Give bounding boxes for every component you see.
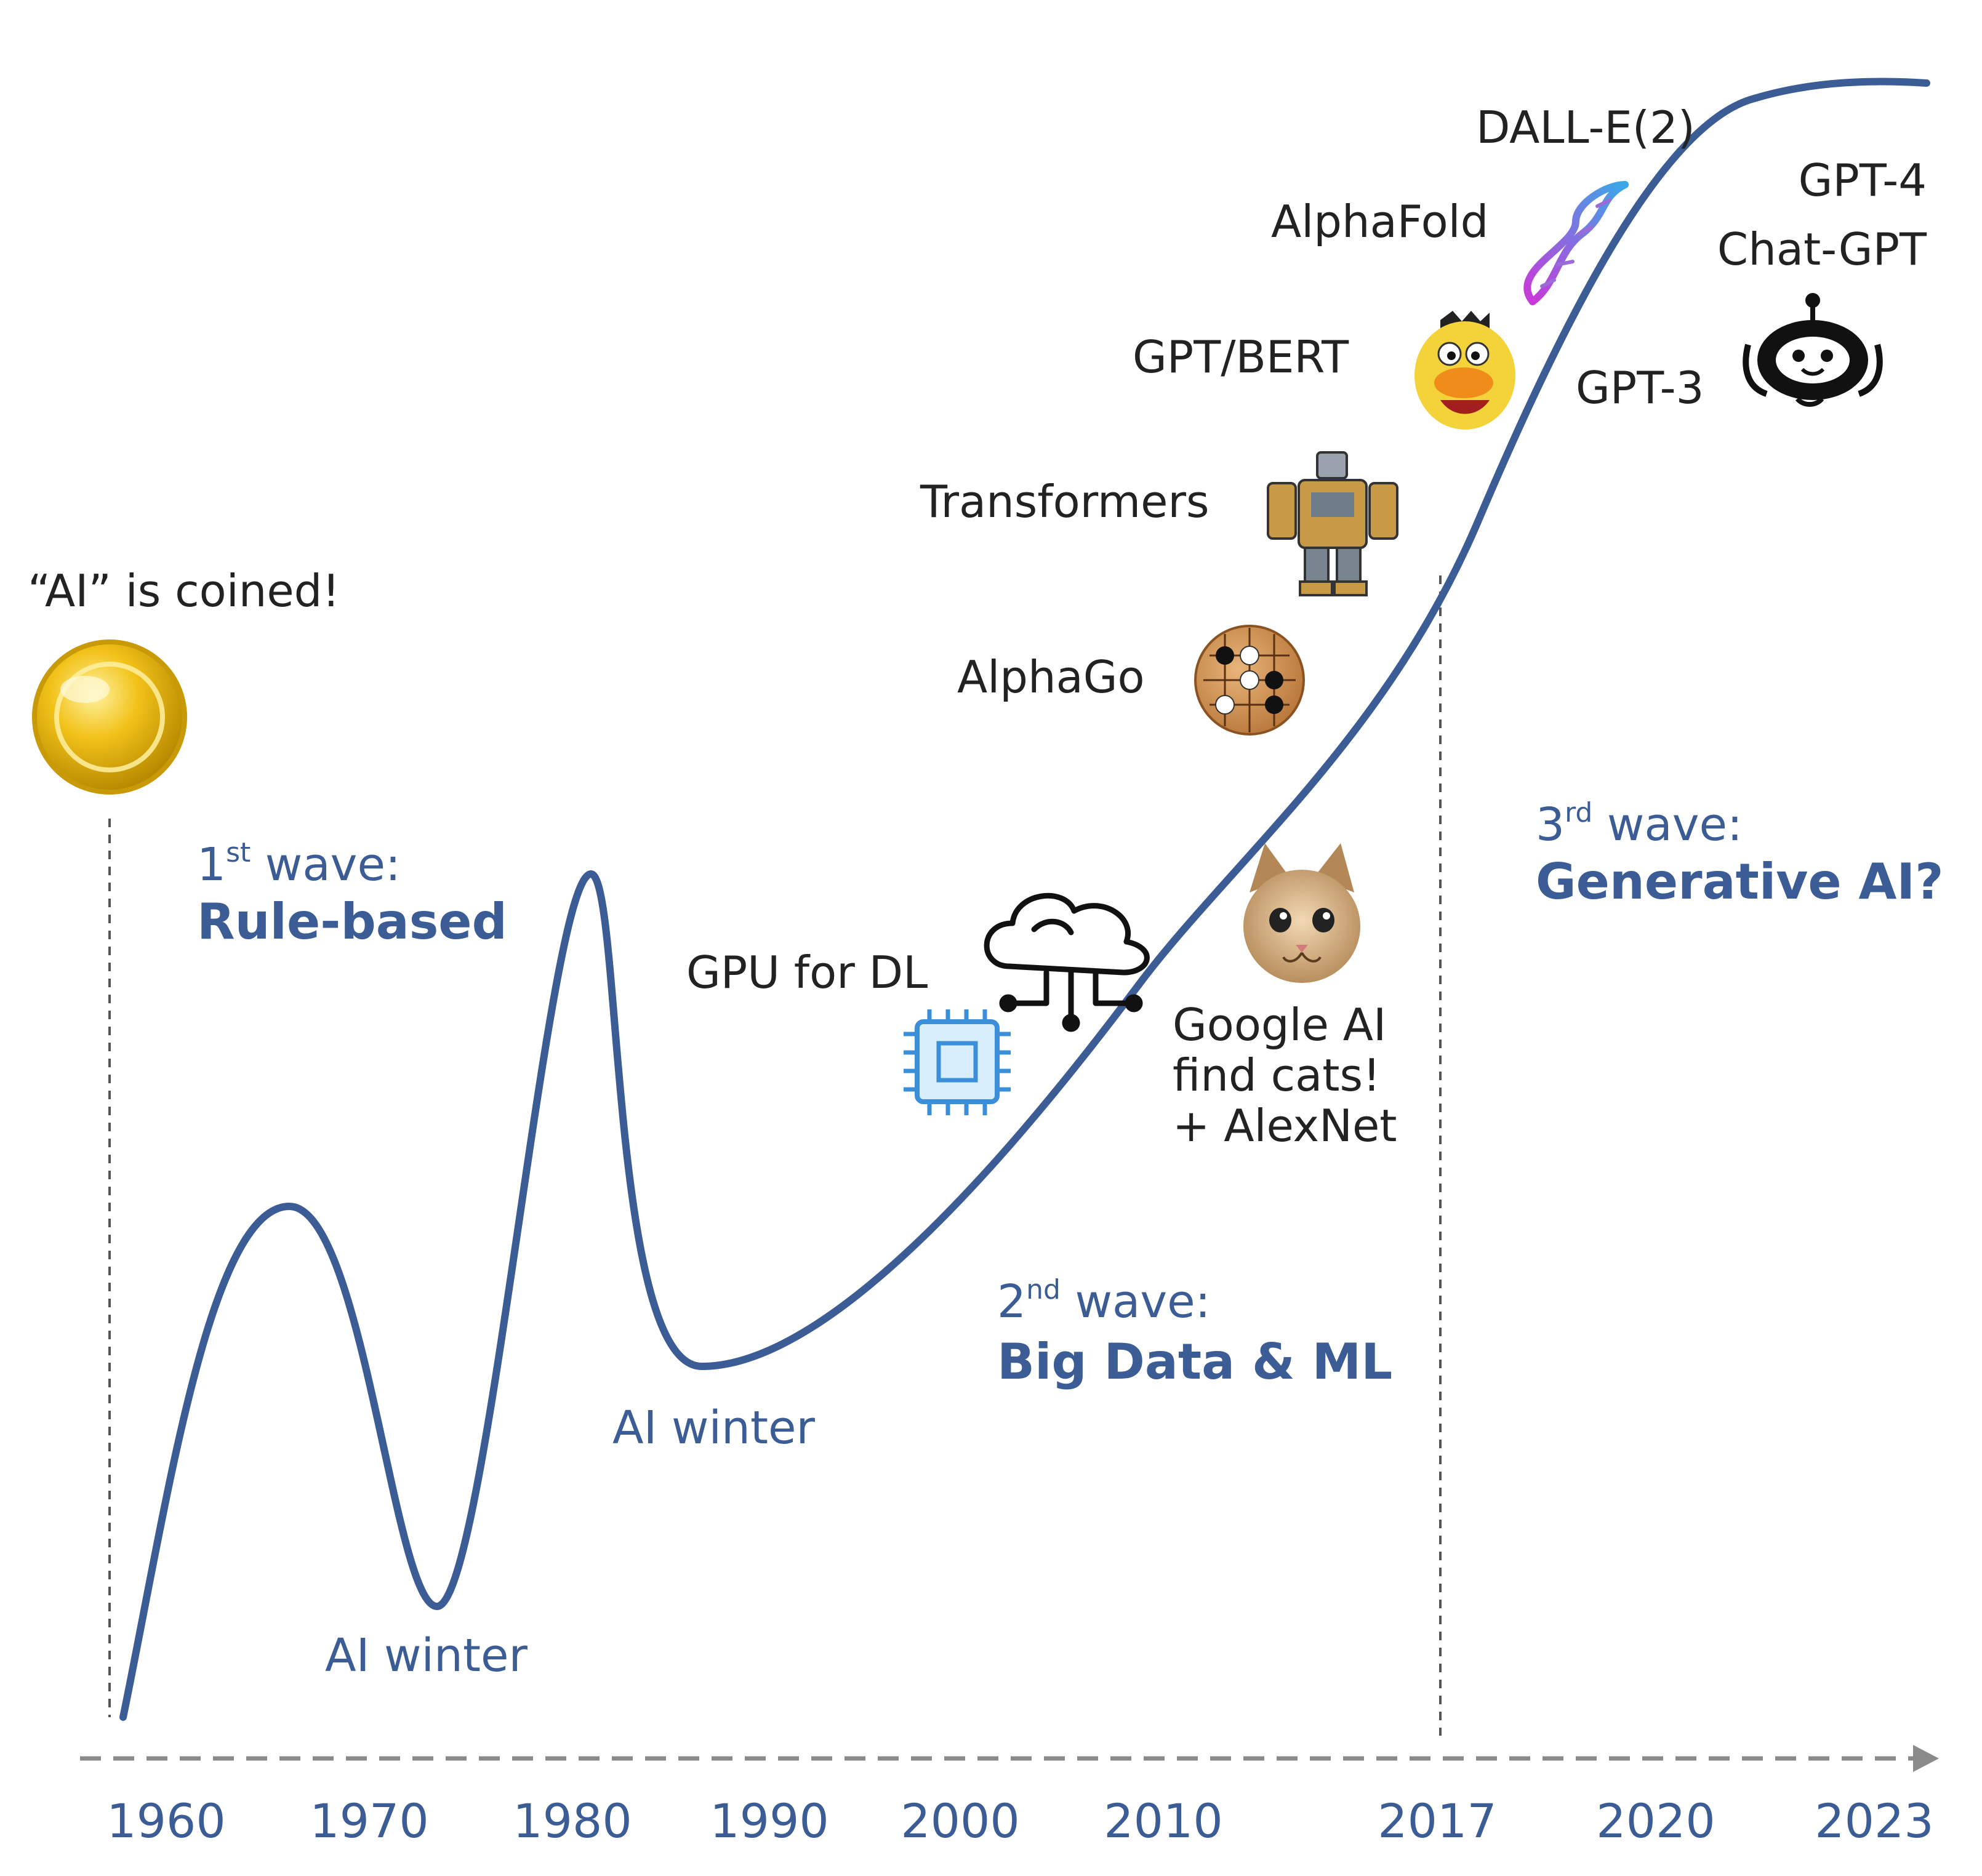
transformers-milestone: Transformers xyxy=(920,451,1398,596)
google-ai-label-line-2: find cats! xyxy=(1173,1049,1381,1101)
gpt4-label: GPT-4 xyxy=(1799,154,1927,206)
microchip-icon xyxy=(904,1009,1011,1115)
robot-icon xyxy=(1267,451,1398,596)
ai-winter-label-1: AI winter xyxy=(325,1629,528,1682)
gpt3-label: GPT-3 xyxy=(1576,362,1704,414)
year-labels: 1960 1970 1980 1990 2000 2010 2017 2020 … xyxy=(106,1794,1933,1848)
second-wave-label: 2nd wave: Big Data & ML xyxy=(997,1274,1392,1390)
gpt-bert-milestone: GPT/BERT xyxy=(1133,311,1515,430)
ai-coined-milestone: “AI” is coined! xyxy=(28,565,340,795)
transformers-label: Transformers xyxy=(920,476,1210,527)
bert-muppet-icon xyxy=(1414,311,1515,430)
second-wave-heading: 2nd wave: xyxy=(997,1274,1211,1328)
chatbot-icon xyxy=(1743,293,1883,407)
ai-progress-curve xyxy=(119,78,1930,1721)
ai-winter-label-2: AI winter xyxy=(612,1401,815,1454)
cat-icon xyxy=(1243,843,1360,983)
year-label: 1980 xyxy=(513,1794,632,1848)
third-wave-label: 3rd wave: Generative AI? xyxy=(1536,797,1944,910)
gold-coin-icon xyxy=(32,639,187,795)
go-board-icon xyxy=(1194,625,1305,736)
first-wave-heading: 1st wave: xyxy=(197,837,401,891)
third-wave-title: Generative AI? xyxy=(1536,853,1944,910)
google-ai-milestone: Google AI find cats! + AlexNet xyxy=(1173,843,1397,1152)
cloud-circuit-icon xyxy=(984,892,1150,1032)
third-wave-heading: 3rd wave: xyxy=(1536,797,1743,851)
second-wave-title: Big Data & ML xyxy=(997,1333,1392,1390)
year-label: 1970 xyxy=(310,1794,428,1848)
first-wave-label: 1st wave: Rule-based xyxy=(197,837,507,950)
year-label: 2017 xyxy=(1378,1794,1496,1848)
year-label: 1960 xyxy=(106,1794,225,1848)
dalle-label: DALL-E(2) xyxy=(1476,102,1695,153)
google-ai-label-line-3: + AlexNet xyxy=(1173,1100,1397,1152)
year-label: 2000 xyxy=(901,1794,1019,1848)
year-label: 2020 xyxy=(1596,1794,1715,1848)
dna-helix-icon xyxy=(1523,181,1629,305)
gpt-bert-label: GPT/BERT xyxy=(1133,331,1349,383)
gpu-label: GPU for DL xyxy=(686,947,928,998)
year-label: 2023 xyxy=(1815,1794,1933,1848)
alphafold-milestone: AlphaFold xyxy=(1271,181,1629,305)
axis-arrow-icon xyxy=(1913,1745,1939,1772)
ai-coined-label: “AI” is coined! xyxy=(28,565,340,617)
chatgpt-label: Chat-GPT xyxy=(1717,223,1927,275)
first-wave-title: Rule-based xyxy=(197,893,507,950)
alphago-milestone: AlphaGo xyxy=(957,625,1305,736)
google-ai-label-line-1: Google AI xyxy=(1173,999,1386,1051)
alphago-label: AlphaGo xyxy=(957,651,1145,703)
year-label: 2010 xyxy=(1104,1794,1222,1848)
gpu-milestone: GPU for DL xyxy=(686,892,1150,1115)
year-label: 1990 xyxy=(710,1794,829,1848)
time-axis xyxy=(80,1745,1939,1772)
alphafold-label: AlphaFold xyxy=(1271,196,1488,247)
